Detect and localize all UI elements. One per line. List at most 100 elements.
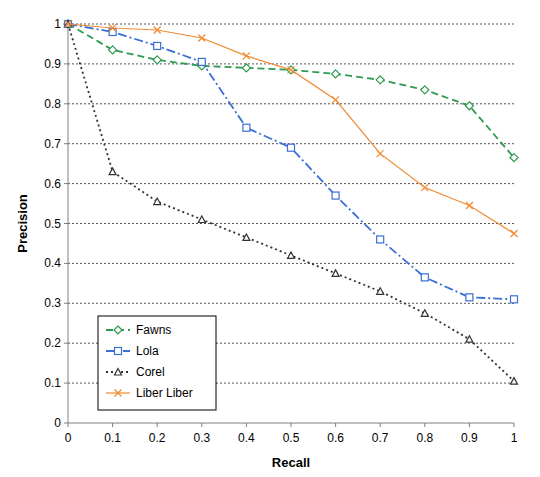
- y-tick: [64, 183, 68, 184]
- x-tick-label: 0.4: [238, 431, 255, 445]
- x-tick-label: 0.2: [149, 431, 166, 445]
- point: [288, 252, 295, 259]
- y-tick: [64, 423, 68, 424]
- x-tick: [469, 423, 470, 427]
- x-tick: [68, 423, 69, 427]
- series-line: [68, 24, 514, 158]
- legend-label: Corel: [136, 365, 165, 379]
- point: [154, 42, 161, 49]
- series-line: [68, 24, 514, 233]
- point: [421, 274, 428, 281]
- chart-root: 0 0.1 0.2 0.3 0.4 0.5 0.6 0.7 0.8 0.9 1 0 0.1 0.2 0.3 0…: [0, 0, 540, 477]
- x-tick-label: 0: [65, 431, 72, 445]
- series: [65, 21, 518, 237]
- y-tick-label: 0.6: [44, 177, 61, 191]
- point: [65, 21, 72, 28]
- point: [153, 56, 161, 64]
- grid-line: [68, 223, 514, 224]
- point: [466, 202, 473, 209]
- series: [65, 21, 518, 303]
- y-tick: [64, 103, 68, 104]
- legend-label: Liber Liber: [136, 386, 193, 400]
- point: [288, 144, 295, 151]
- legend-label: Fawns: [136, 323, 171, 337]
- point: [332, 70, 340, 78]
- point: [198, 58, 205, 65]
- point: [466, 294, 473, 301]
- y-tick: [64, 343, 68, 344]
- x-tick-label: 0.7: [372, 431, 389, 445]
- point: [288, 66, 295, 73]
- chart-svg: 0 0.1 0.2 0.3 0.4 0.5 0.6 0.7 0.8 0.9 1 0 0.1 0.2 0.3 0…: [0, 0, 540, 477]
- legend-marker: [115, 390, 122, 397]
- point: [198, 216, 205, 223]
- point: [466, 336, 473, 343]
- point: [377, 150, 384, 157]
- point: [332, 192, 339, 199]
- point: [287, 66, 295, 74]
- grid-line: [68, 103, 514, 104]
- x-tick: [246, 423, 247, 427]
- point: [242, 64, 250, 72]
- point: [421, 184, 428, 191]
- legend-box: [98, 316, 216, 410]
- y-tick-label: 0.8: [44, 97, 61, 111]
- y-tick-label: 0.9: [44, 57, 61, 71]
- x-tick: [335, 423, 336, 427]
- y-tick-label: 0.7: [44, 137, 61, 151]
- y-tick-label: 1: [54, 17, 61, 31]
- point: [510, 154, 518, 162]
- point: [421, 86, 429, 94]
- legend-marker: [114, 326, 122, 334]
- point: [243, 52, 250, 59]
- y-axis-label: Precision: [15, 194, 30, 253]
- x-tick: [291, 423, 292, 427]
- point: [154, 198, 161, 205]
- y-tick-label: 0.1: [44, 376, 61, 390]
- x-tick-label: 0.9: [461, 431, 478, 445]
- y-tick: [64, 383, 68, 384]
- legend-label: Lola: [136, 344, 159, 358]
- x-tick-label: 0.3: [193, 431, 210, 445]
- y-tick: [64, 263, 68, 264]
- grid-line: [68, 63, 514, 64]
- y-tick: [64, 223, 68, 224]
- grid-line: [68, 24, 514, 25]
- point: [332, 270, 339, 277]
- point: [376, 76, 384, 84]
- point: [109, 24, 116, 31]
- point: [511, 296, 518, 303]
- grid-line: [68, 183, 514, 184]
- grid-line: [68, 303, 514, 304]
- point: [243, 124, 250, 131]
- series: [64, 20, 518, 162]
- point: [109, 28, 116, 35]
- x-tick-label: 0.6: [327, 431, 344, 445]
- point: [377, 236, 384, 243]
- point: [109, 46, 117, 54]
- point: [243, 234, 250, 241]
- series-line: [68, 24, 514, 299]
- y-tick: [64, 63, 68, 64]
- x-axis-label: Recall: [272, 455, 310, 470]
- point: [154, 26, 161, 33]
- x-tick-label: 0.1: [104, 431, 121, 445]
- point: [511, 230, 518, 237]
- point: [198, 34, 205, 41]
- axes: 0 0.1 0.2 0.3 0.4 0.5 0.6 0.7 0.8 0.9 1 0 0.1 0.2 0.3 0…: [44, 17, 517, 445]
- y-tick-label: 0.2: [44, 336, 61, 350]
- point: [332, 96, 339, 103]
- grid-line: [68, 263, 514, 264]
- point: [511, 378, 518, 385]
- y-tick-label: 0.3: [44, 296, 61, 310]
- x-tick: [157, 423, 158, 427]
- x-tick-label: 1: [511, 431, 518, 445]
- x-tick-label: 0.5: [283, 431, 300, 445]
- y-tick-label: 0.4: [44, 256, 61, 270]
- x-tick: [424, 423, 425, 427]
- legend-marker: [115, 348, 122, 355]
- y-tick-label: 0: [54, 416, 61, 430]
- x-tick-label: 0.8: [416, 431, 433, 445]
- y-tick-label: 0.5: [44, 217, 61, 231]
- x-tick: [514, 423, 515, 427]
